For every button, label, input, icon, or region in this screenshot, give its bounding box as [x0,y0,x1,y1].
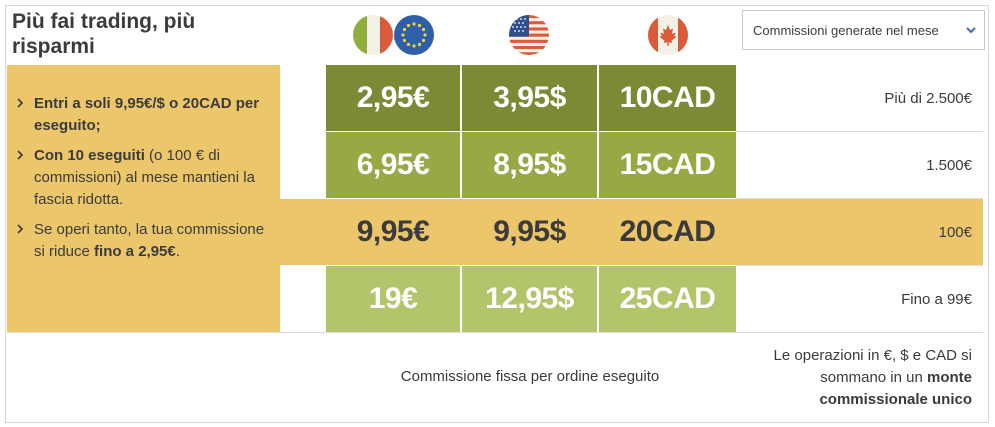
list-item: Con 10 eseguiti (o 100 € di commissioni)… [7,145,280,211]
chevron-down-icon [966,27,976,34]
tier-row-band [280,199,983,265]
row-divider [7,332,983,333]
price-cell-usd: 8,95$ [462,132,597,198]
benefit-text: (o 100 € di commissioni) al mese mantien… [34,147,255,208]
pricing-table-frame [5,5,989,423]
page-title: Più fai trading, più risparmi [12,10,196,58]
eu-flag-icon [394,15,434,55]
row-divider [736,198,983,199]
price-cell-usd: 3,95$ [462,65,597,131]
price-cell-cad: 10CAD [599,65,736,131]
note-text: Le operazioni in €, $ e CAD si sommano i… [773,347,972,386]
benefit-bold: Entri a soli 9,95€/$ o 20CAD per eseguit… [34,95,260,134]
tier-threshold: Fino a 99€ [901,290,972,308]
benefit-text: Se operi tanto, la tua commissione si ri… [34,221,265,260]
benefits-panel: Entri a soli 9,95€/$ o 20CAD per eseguit… [7,65,280,332]
tier-threshold: Più di 2.500€ [884,89,972,107]
benefit-tail: . [175,243,180,260]
price-cell-usd: 9,95$ [493,215,566,248]
list-item: Entri a soli 9,95€/$ o 20CAD per eseguit… [7,93,280,137]
price-cell-usd: 12,95$ [462,266,597,332]
commission-period-select[interactable]: Commissioni generate nel mese [742,10,985,50]
note-bold: monte commissionale unico [819,369,972,408]
chevron-right-icon [17,150,24,160]
benefits-list: Entri a soli 9,95€/$ o 20CAD per eseguit… [7,93,280,271]
italy-flag-icon [353,15,393,55]
price-cell-eur: 9,95€ [356,215,430,248]
fixed-commission-note: Commissione fissa per ordine eseguito [400,368,660,385]
canada-flag-icon [648,15,688,55]
list-item: Se operi tanto, la tua commissione si ri… [7,219,280,263]
benefit-bold: Con 10 eseguiti [34,147,145,164]
price-cell-cad: 15CAD [599,132,736,198]
combined-volume-note: Le operazioni in €, $ e CAD si sommano i… [720,345,972,411]
tier-threshold: 100€ [938,223,972,241]
select-value: Commissioni generate nel mese [753,22,939,38]
row-divider [736,265,983,266]
price-cell-eur: 2,95€ [326,65,460,131]
price-cell-eur: 19€ [326,266,460,332]
price-cell-cad: 20CAD [619,215,716,248]
chevron-right-icon [17,224,24,234]
price-cell-eur: 6,95€ [326,132,460,198]
tier-threshold: 1.500€ [926,156,972,174]
price-cell-cad: 25CAD [599,266,736,332]
chevron-right-icon [17,98,24,108]
usa-flag-icon [509,15,549,55]
benefit-bold: fino a 2,95€ [94,243,176,260]
row-divider [736,131,983,132]
